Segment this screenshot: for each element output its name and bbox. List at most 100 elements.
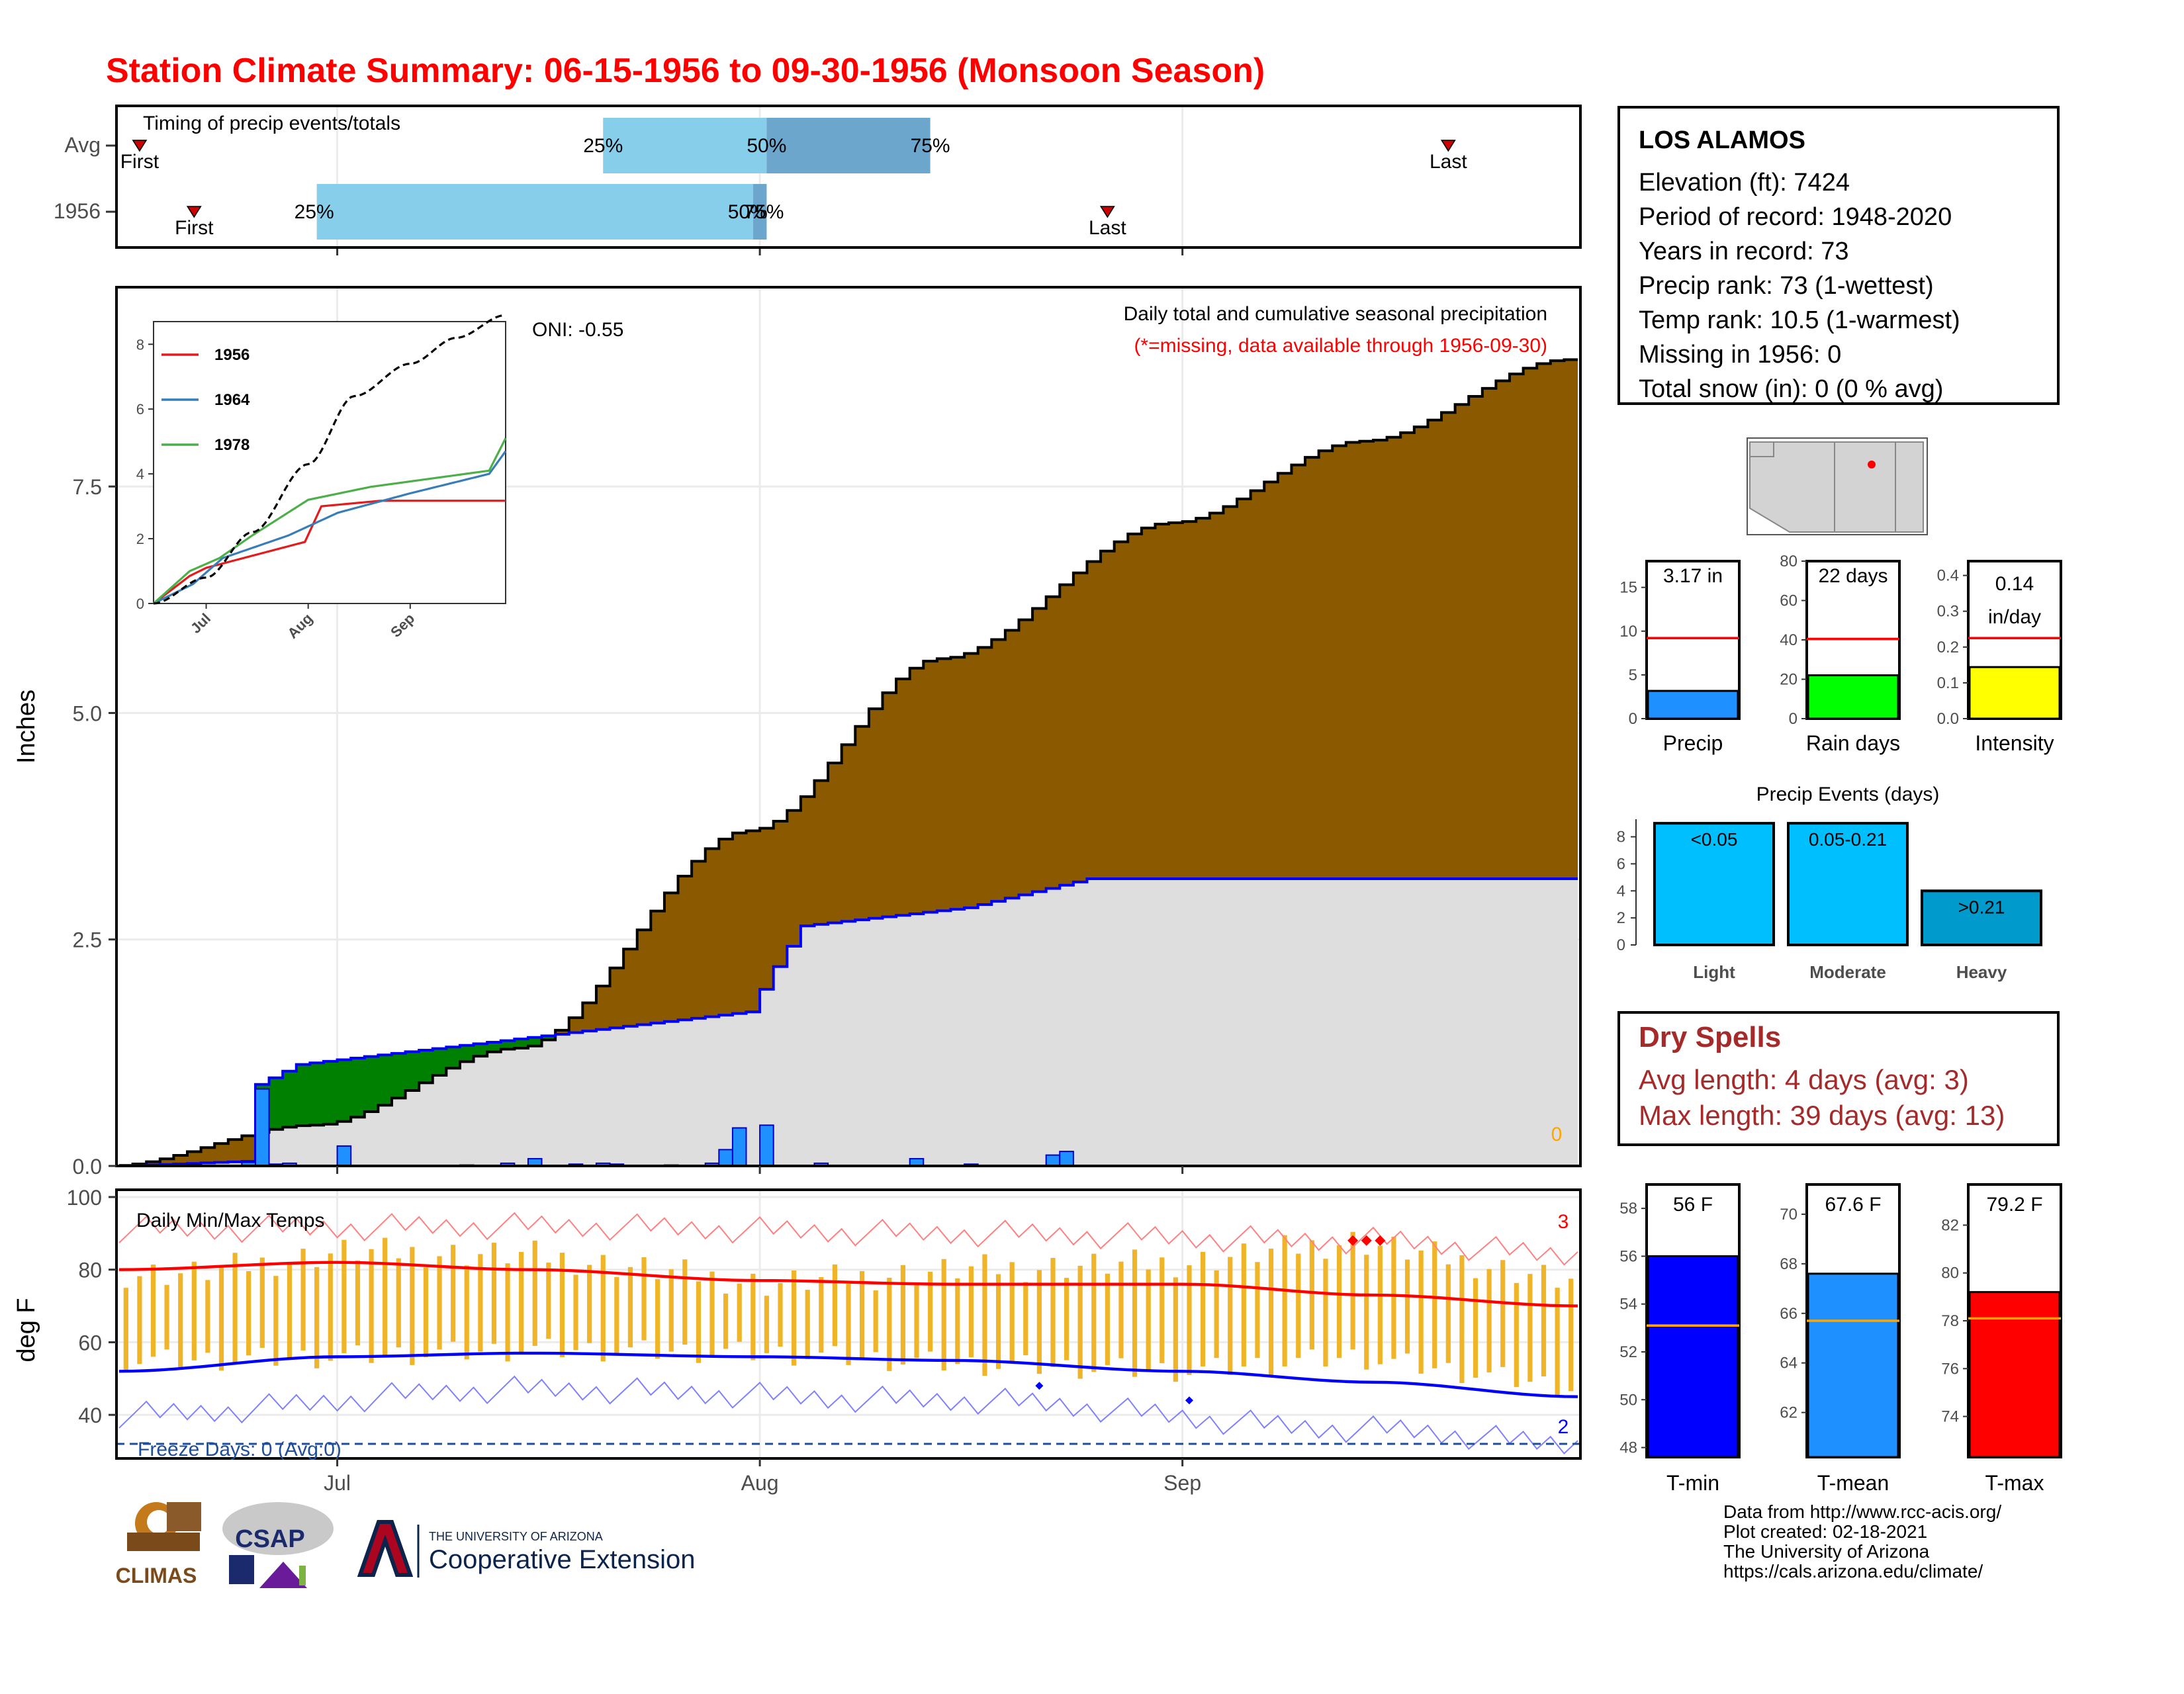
- temp-value-label: 56 F: [1673, 1194, 1713, 1216]
- daily-temp-bar: [887, 1277, 892, 1371]
- daily-temp-bar: [1432, 1241, 1437, 1368]
- daily-temp-bar: [1132, 1249, 1138, 1377]
- daily-temp-bar: [982, 1254, 987, 1376]
- daily-temp-bar: [205, 1280, 210, 1353]
- daily-temp-bar: [723, 1293, 729, 1349]
- daily-temp-bar: [1173, 1277, 1178, 1382]
- daily-precip-bar: [718, 1149, 733, 1167]
- daily-temp-bar: [1228, 1257, 1233, 1375]
- inset-ytick-label: 0: [136, 596, 144, 612]
- daily-temp-bar: [1214, 1270, 1219, 1359]
- station-location-marker: [1868, 461, 1876, 468]
- precip-plot: [119, 358, 1578, 1167]
- daily-temp-bar: [559, 1253, 565, 1358]
- temp-yticks: 40 60 80 100: [67, 1186, 116, 1427]
- temp-value-bar: [1647, 1255, 1739, 1458]
- daily-precip-bar: [1045, 1154, 1061, 1167]
- temp-value-bar: [1807, 1272, 1899, 1458]
- daily-temp-bar: [273, 1276, 279, 1366]
- daily-temp-bar: [1146, 1269, 1151, 1370]
- daily-temp-bar: [123, 1288, 128, 1372]
- daily-temp-bar: [764, 1296, 770, 1353]
- daily-precip-bar: [759, 1124, 774, 1167]
- daily-precip-bar: [1059, 1151, 1074, 1167]
- daily-temp-bar: [1527, 1274, 1533, 1382]
- mini-category-label: Rain days: [1806, 731, 1900, 755]
- precip-ytick-label: 7.5: [73, 475, 102, 499]
- daily-temp-bar: [696, 1281, 702, 1363]
- daily-temp-bar: [232, 1253, 238, 1363]
- events-category-label: Heavy: [1956, 962, 2007, 982]
- daily-temp-bar: [1050, 1258, 1056, 1367]
- mini-ytick-label: 0.2: [1937, 639, 1959, 656]
- credit-institution: The University of Arizona: [1723, 1540, 1930, 1562]
- temp-bar-ytick-label: 56: [1619, 1247, 1637, 1265]
- daily-temp-bar: [178, 1273, 183, 1368]
- daily-temp-bar: [328, 1253, 333, 1361]
- daily-temp-bar: [1160, 1257, 1165, 1364]
- daily-temp-bar: [1555, 1288, 1560, 1397]
- record-low-count: 2: [1558, 1416, 1569, 1438]
- mini-ytick-label: 0.4: [1937, 567, 1959, 585]
- temp-bar-ytick-label: 54: [1619, 1296, 1637, 1314]
- daily-temp-bar: [955, 1278, 960, 1364]
- daily-temp-bar: [491, 1243, 497, 1344]
- station-years: Years in record: 73: [1639, 238, 1849, 266]
- daily-temp-bar: [532, 1240, 537, 1346]
- temp-bar-ytick-label: 48: [1619, 1439, 1637, 1457]
- daily-temp-bar: [1309, 1240, 1314, 1350]
- daily-temp-bar: [968, 1266, 974, 1358]
- daily-temp-bar: [668, 1269, 674, 1352]
- daily-temp-bar: [873, 1290, 878, 1353]
- inset-ytick-label: 6: [136, 401, 144, 418]
- dry-spells-title: Dry Spells: [1639, 1020, 1782, 1053]
- record-high-marker: [1361, 1235, 1372, 1246]
- mini-value-label: 22 days: [1818, 565, 1888, 587]
- inset-legend-label: 1978: [214, 436, 250, 454]
- temp-bar-ytick-label: 80: [1941, 1265, 1959, 1282]
- freeze-days: Freeze Days: 0 (Avg:0): [138, 1439, 341, 1460]
- daily-temp-bar: [383, 1237, 388, 1356]
- timing-avg-p25-label: 25%: [583, 135, 623, 157]
- ua-small-text: THE UNIVERSITY OF ARIZONA: [429, 1530, 603, 1543]
- daily-temp-bar: [164, 1284, 169, 1350]
- events-bar: [1787, 822, 1909, 946]
- daily-temp-bar: [1187, 1265, 1192, 1375]
- precip-caption: Daily total and cumulative seasonal prec…: [1124, 303, 1547, 325]
- daily-temp-bar: [914, 1284, 919, 1359]
- daily-temp-bar: [682, 1259, 688, 1345]
- daily-temp-bar: [1541, 1265, 1547, 1377]
- x-tick-label: Jul: [324, 1471, 351, 1495]
- mini-value-bar: [1647, 690, 1739, 720]
- timing-label: Timing of precip events/totals: [143, 112, 400, 134]
- dry-spells-avg: Avg length: 4 days (avg: 3): [1639, 1065, 1969, 1096]
- temp-bar-ytick-label: 66: [1780, 1305, 1797, 1323]
- timing-year-p75-label: 75%: [744, 201, 784, 223]
- timing-year-last-marker: [1099, 206, 1115, 218]
- daily-temp-bar: [1255, 1262, 1260, 1359]
- record-low-line: [118, 1375, 1578, 1455]
- station-precip-rank: Precip rank: 73 (1-wettest): [1639, 273, 1934, 300]
- events-category-label: Moderate: [1809, 962, 1886, 982]
- inset-ytick-label: 8: [136, 336, 144, 353]
- inset-ytick-label: 4: [136, 466, 144, 482]
- mini-ytick-label: 0.0: [1937, 710, 1959, 728]
- timing-year-first-marker: [186, 206, 202, 218]
- daily-temp-bar: [1486, 1269, 1492, 1372]
- seasonal-temp-bars: 56 F 48 50 52 54 56 58 T-min 67.6 F 62 64 66 68 70 T-m…: [1619, 1183, 2062, 1495]
- temp-bar-ytick-label: 50: [1619, 1391, 1637, 1409]
- events-bar-label: 0.05-0.21: [1809, 829, 1887, 850]
- temp-ytick-label: 40: [78, 1404, 102, 1427]
- credit-plot-created: Plot created: 02-18-2021: [1723, 1521, 1928, 1542]
- precip-ytick-label: 0.0: [73, 1155, 102, 1179]
- inset-series-line: [152, 437, 507, 605]
- daily-temp-bar: [1418, 1250, 1424, 1374]
- timing-avg-last-marker: [1440, 140, 1456, 152]
- daily-temp-bar: [314, 1267, 320, 1368]
- credit-data-source: Data from http://www.rcc-acis.org/: [1723, 1501, 2002, 1522]
- precip-panel: 0.0 2.5 5.0 7.5 Inches Daily total and cumu…: [13, 286, 1582, 1179]
- daily-temp-bar: [737, 1283, 742, 1342]
- credit-website: https://cals.arizona.edu/climate/: [1723, 1560, 1983, 1582]
- daily-temp-bar: [1118, 1261, 1124, 1359]
